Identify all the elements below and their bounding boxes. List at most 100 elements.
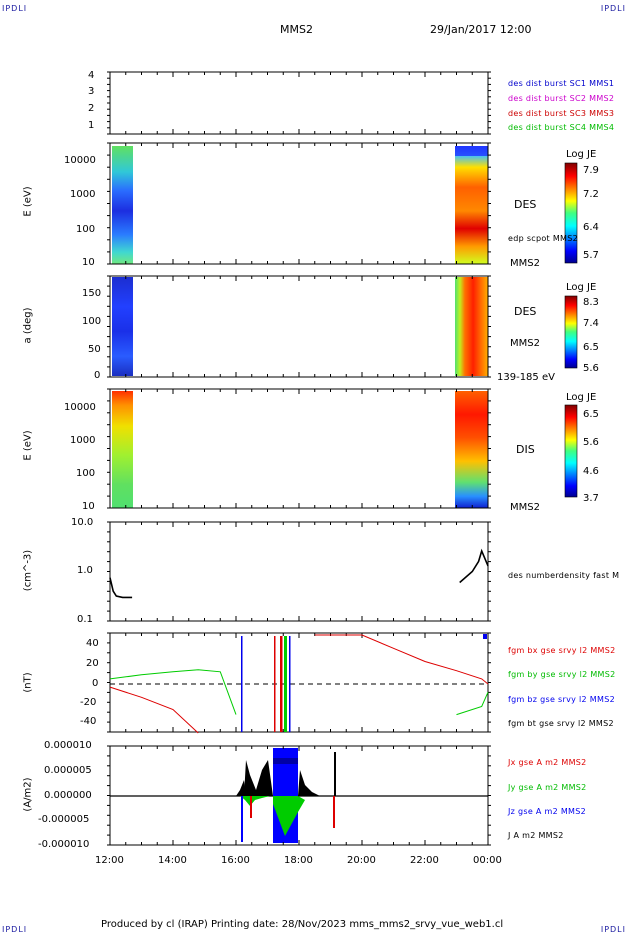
p3-colorbar	[564, 295, 578, 369]
p6-tick-label: 20	[86, 658, 99, 669]
p7-tick-label: 0.000000	[44, 790, 92, 801]
p3-colorbar-tick: 8.3	[583, 297, 599, 308]
p7-legend-jx: Jx gse A m2 MMS2	[508, 758, 587, 767]
p2-scpot-note: edp scpot MMS2	[508, 234, 579, 243]
panel4-frame	[109, 388, 489, 509]
p6-legend-bx: fgm bx gse srvy l2 MMS2	[508, 646, 616, 655]
p7-j-cap	[273, 758, 298, 764]
p6-bz-spike-b	[289, 636, 291, 732]
footer-credits: Produced by cl (IRAP) Printing date: 28/…	[101, 919, 504, 930]
x-tick-label: 12:00	[95, 855, 124, 866]
by-line	[456, 691, 489, 716]
p3-tick-label: 150	[82, 288, 102, 299]
p4-colorbar-tick: 6.5	[583, 409, 599, 420]
p4-colorbar-tick: 3.7	[583, 493, 599, 504]
p2-tick-label: 100	[76, 224, 96, 235]
p3-colorbar-tick: 5.6	[583, 363, 599, 374]
p1-tick-label: 4	[88, 70, 95, 81]
p2-tick-label: 10000	[64, 155, 96, 166]
p7-jx-spike-a	[250, 796, 252, 818]
panel3-frame	[109, 275, 489, 378]
p3-tick-label: 100	[82, 316, 102, 327]
p6-bx-spike-b	[280, 636, 283, 732]
panel3	[109, 275, 489, 378]
p2-colorbar	[564, 162, 578, 264]
p4-tick-label: 10	[82, 501, 95, 512]
bx-line	[314, 634, 489, 685]
p5-tick-label: 1.0	[77, 565, 93, 576]
x-tick-label: 16:00	[221, 855, 250, 866]
ipdli-mark-top-left: IPDLI	[2, 4, 28, 13]
p2-species-label: DES	[514, 198, 537, 211]
p6-legend-bt: fgm bt gse srvy l2 MMS2	[508, 719, 614, 728]
p2-spacecraft-label: MMS2	[510, 258, 540, 269]
p3-tick-label: 0	[94, 370, 101, 381]
p1-legend-mms3: des dist burst SC3 MMS3	[508, 109, 615, 118]
p2-spectrogram-top	[455, 146, 488, 156]
panel4	[109, 388, 489, 509]
p7-tick-label: 0.000010	[44, 740, 92, 751]
axis-ticks	[107, 71, 491, 846]
mission-title: MMS2	[280, 23, 313, 36]
p7-tick-label: 0.000005	[44, 765, 92, 776]
p7-tick-label: -0.000010	[38, 839, 90, 850]
panel5-frame	[109, 521, 489, 622]
panel6-frame	[109, 632, 489, 733]
p3-energy-range: 139-185 eV	[497, 372, 555, 383]
p6-tick-label: -40	[80, 716, 97, 727]
p3-species-label: DES	[514, 305, 537, 318]
series-lines	[109, 548, 489, 734]
p7-legend-jy: Jy gse A m2 MMS2	[508, 783, 587, 792]
p5-legend: des numberdensity fast M	[508, 571, 620, 580]
p3-colorbar-tick: 6.5	[583, 342, 599, 353]
p7-jy-fill-small	[240, 796, 270, 806]
datetime-title: 29/Jan/2017 12:00	[430, 23, 532, 36]
p7-jz-spike	[241, 796, 243, 842]
p2-colorbar-tick: 5.7	[583, 250, 599, 261]
panel2	[109, 142, 489, 265]
x-tick-label: 14:00	[158, 855, 187, 866]
bx-line	[109, 686, 199, 734]
p2-colorbar-tick: 6.4	[583, 222, 599, 233]
p6-by-spike	[284, 636, 287, 732]
p5-tick-label: 10.0	[71, 517, 94, 528]
p4-spectrogram-left	[112, 391, 133, 508]
p2-colorbar-tick: 7.9	[583, 165, 599, 176]
p6-spikes	[241, 634, 487, 732]
p7-jx-spike-b	[333, 796, 335, 828]
p2-spectrogram-right	[455, 146, 488, 264]
p7-tick-label: -0.000005	[38, 814, 90, 825]
p6-bx-spike-a	[274, 636, 276, 732]
p7-j-spike-a	[236, 780, 246, 796]
p4-spacecraft-label: MMS2	[510, 502, 540, 513]
ipdli-mark-top-right: IPDLI	[600, 4, 626, 13]
p3-spectrogram-left	[112, 277, 133, 376]
p1-legend-mms2: des dist burst SC2 MMS2	[508, 94, 615, 103]
p1-tick-label: 1	[88, 120, 95, 131]
p6-tick-label: 40	[86, 638, 99, 649]
p2-spectrogram-left	[112, 146, 133, 264]
p6-legend-bz: fgm bz gse srvy l2 MMS2	[508, 695, 615, 704]
p4-tick-label: 10000	[64, 402, 96, 413]
panel1-frame	[109, 71, 489, 135]
p6-tick-label: 0	[92, 678, 99, 689]
ipdli-mark-bottom-right: IPDLI	[600, 925, 626, 934]
p7-j-envelope	[244, 760, 273, 796]
p2-colorbar-tick: 7.2	[583, 189, 599, 200]
p4-colorbar	[564, 404, 578, 498]
panel2-frame	[109, 142, 489, 265]
p4-colorbar-tick: 5.6	[583, 437, 599, 448]
p7-legend-j: J A m2 MMS2	[508, 831, 564, 840]
p3-spacecraft-label: MMS2	[510, 338, 540, 349]
p7-j-spike-b	[334, 752, 336, 796]
x-tick-label: 18:00	[284, 855, 313, 866]
by-line	[109, 669, 237, 715]
p2-tick-label: 10	[82, 257, 95, 268]
p1-legend-mms4: des dist burst SC4 MMS4	[508, 123, 615, 132]
p6-bz-spike	[241, 636, 243, 732]
ipdli-mark-bottom-left: IPDLI	[2, 925, 28, 934]
p1-tick-label: 3	[88, 86, 95, 97]
p2-colorbar-title: Log JE	[566, 149, 597, 160]
p4-spectrogram-right	[455, 391, 488, 508]
